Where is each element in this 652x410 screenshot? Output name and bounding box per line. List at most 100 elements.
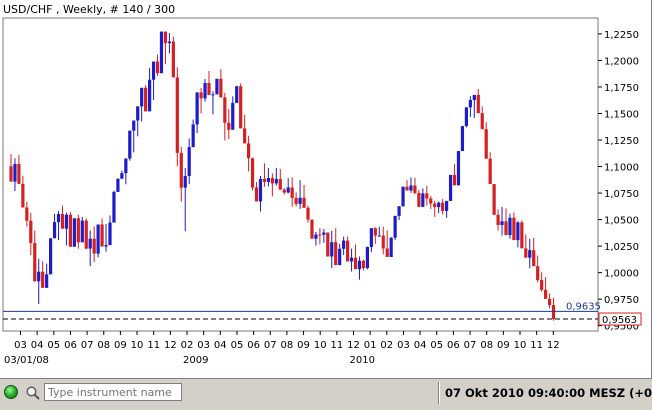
candle-body: [544, 289, 548, 299]
candle-body: [100, 224, 104, 247]
candle-body: [322, 232, 326, 235]
candle-body: [342, 240, 346, 249]
candle-body: [195, 92, 199, 125]
candle-body: [171, 41, 175, 78]
candle-body: [29, 220, 33, 244]
candle-body: [429, 198, 433, 204]
candle-body: [349, 257, 354, 262]
candle-body: [508, 217, 512, 236]
candle-body: [215, 78, 219, 95]
candle-body: [437, 202, 441, 208]
candle-body: [520, 222, 524, 249]
instrument-search-input[interactable]: [44, 383, 182, 401]
candle-body: [144, 87, 148, 112]
x-tick-label: 10: [314, 340, 327, 351]
x-tick-label: 04: [214, 340, 227, 351]
candle-body: [551, 305, 556, 320]
candle-body: [540, 280, 544, 290]
candle-body: [9, 166, 13, 182]
candle-body: [124, 158, 128, 174]
candle-body: [116, 178, 120, 192]
candle-body: [445, 200, 449, 211]
candle-body: [377, 235, 381, 237]
candle-body: [500, 221, 504, 226]
x-tick-label: 12: [547, 340, 560, 351]
candle-body: [49, 238, 53, 275]
candle-body: [219, 78, 223, 98]
year-label: 2009: [183, 355, 208, 366]
candle-body: [155, 61, 160, 74]
candle-body: [45, 274, 49, 288]
y-tick-label: 1,1500: [604, 109, 639, 120]
candle-body: [302, 197, 306, 208]
chart-panel[interactable]: 1,2250 1,2000 1,1750 1,1500 1,1250 1,1000 1,07…: [0, 0, 652, 378]
candle-body: [175, 77, 179, 153]
price-chart[interactable]: 1,2250 1,2000 1,1750 1,1500 1,1250 1,1000 1,07…: [0, 0, 652, 378]
candle-body: [136, 106, 140, 121]
x-tick-label: 11: [147, 340, 160, 351]
candle-body: [72, 218, 76, 247]
candle-body: [365, 246, 369, 269]
candle-body: [405, 186, 409, 191]
candle-body: [13, 163, 17, 182]
candle-body: [17, 163, 21, 184]
y-tick-label: 1,0250: [604, 242, 639, 253]
candle-body: [250, 158, 255, 188]
x-tick-label: 01: [364, 340, 377, 351]
candle-body: [409, 185, 413, 191]
search-icon[interactable]: [25, 385, 41, 401]
y-tick-label: 1,1000: [604, 163, 639, 174]
candle-body: [385, 248, 389, 257]
candle-body: [120, 173, 124, 179]
candle-body: [159, 31, 164, 74]
candle-body: [266, 178, 270, 182]
x-tick-label: 10: [514, 340, 527, 351]
candle-body: [334, 242, 338, 266]
price-line-label: 0,9563: [602, 315, 637, 326]
candle-body: [425, 193, 429, 199]
candle-body: [203, 83, 207, 99]
candle-body: [151, 61, 156, 80]
candle-body: [310, 219, 314, 239]
candle-body: [448, 174, 453, 201]
y-tick-label: 1,0500: [604, 216, 639, 227]
candle-body: [167, 41, 171, 44]
candle-body: [456, 151, 461, 186]
candle-body: [41, 271, 45, 288]
candle-body: [37, 271, 41, 282]
x-tick-label: 07: [264, 340, 277, 351]
candle-body: [96, 224, 100, 254]
x-tick-label: 06: [64, 340, 77, 351]
x-tick-label: 03: [197, 340, 210, 351]
candle-body: [353, 257, 358, 270]
candle-body: [21, 183, 25, 208]
candle-body: [421, 193, 425, 207]
y-tick-label: 1,0000: [604, 269, 639, 280]
candle-body: [346, 240, 350, 262]
candle-body: [547, 298, 552, 306]
candle-body: [128, 130, 132, 159]
x-tick-label: 02: [181, 340, 194, 351]
candle-body: [492, 184, 496, 215]
candle-body: [132, 120, 136, 131]
candle-body: [536, 266, 540, 281]
x-tick-label: 07: [81, 340, 94, 351]
x-tick-label: 09: [114, 340, 127, 351]
candle-body: [187, 147, 191, 176]
candle-body: [76, 218, 80, 243]
x-tick-label: 03: [397, 340, 410, 351]
candle-body: [512, 217, 516, 241]
y-tick-label: 1,1750: [604, 83, 639, 94]
candle-body: [108, 222, 112, 246]
x-tick-label: 07: [464, 340, 477, 351]
candle-body: [243, 128, 247, 144]
y-tick-label: 1,1250: [604, 136, 639, 147]
candle-body: [460, 126, 465, 152]
candle-body: [516, 222, 520, 241]
x-tick-label: 05: [231, 340, 244, 351]
candle-body: [318, 234, 322, 236]
candle-body: [52, 222, 57, 239]
candle-body: [524, 248, 528, 258]
candle-body: [373, 228, 377, 236]
status-datetime: 07 Okt 2010 09:40:00 MESZ (+0200): [445, 386, 652, 400]
